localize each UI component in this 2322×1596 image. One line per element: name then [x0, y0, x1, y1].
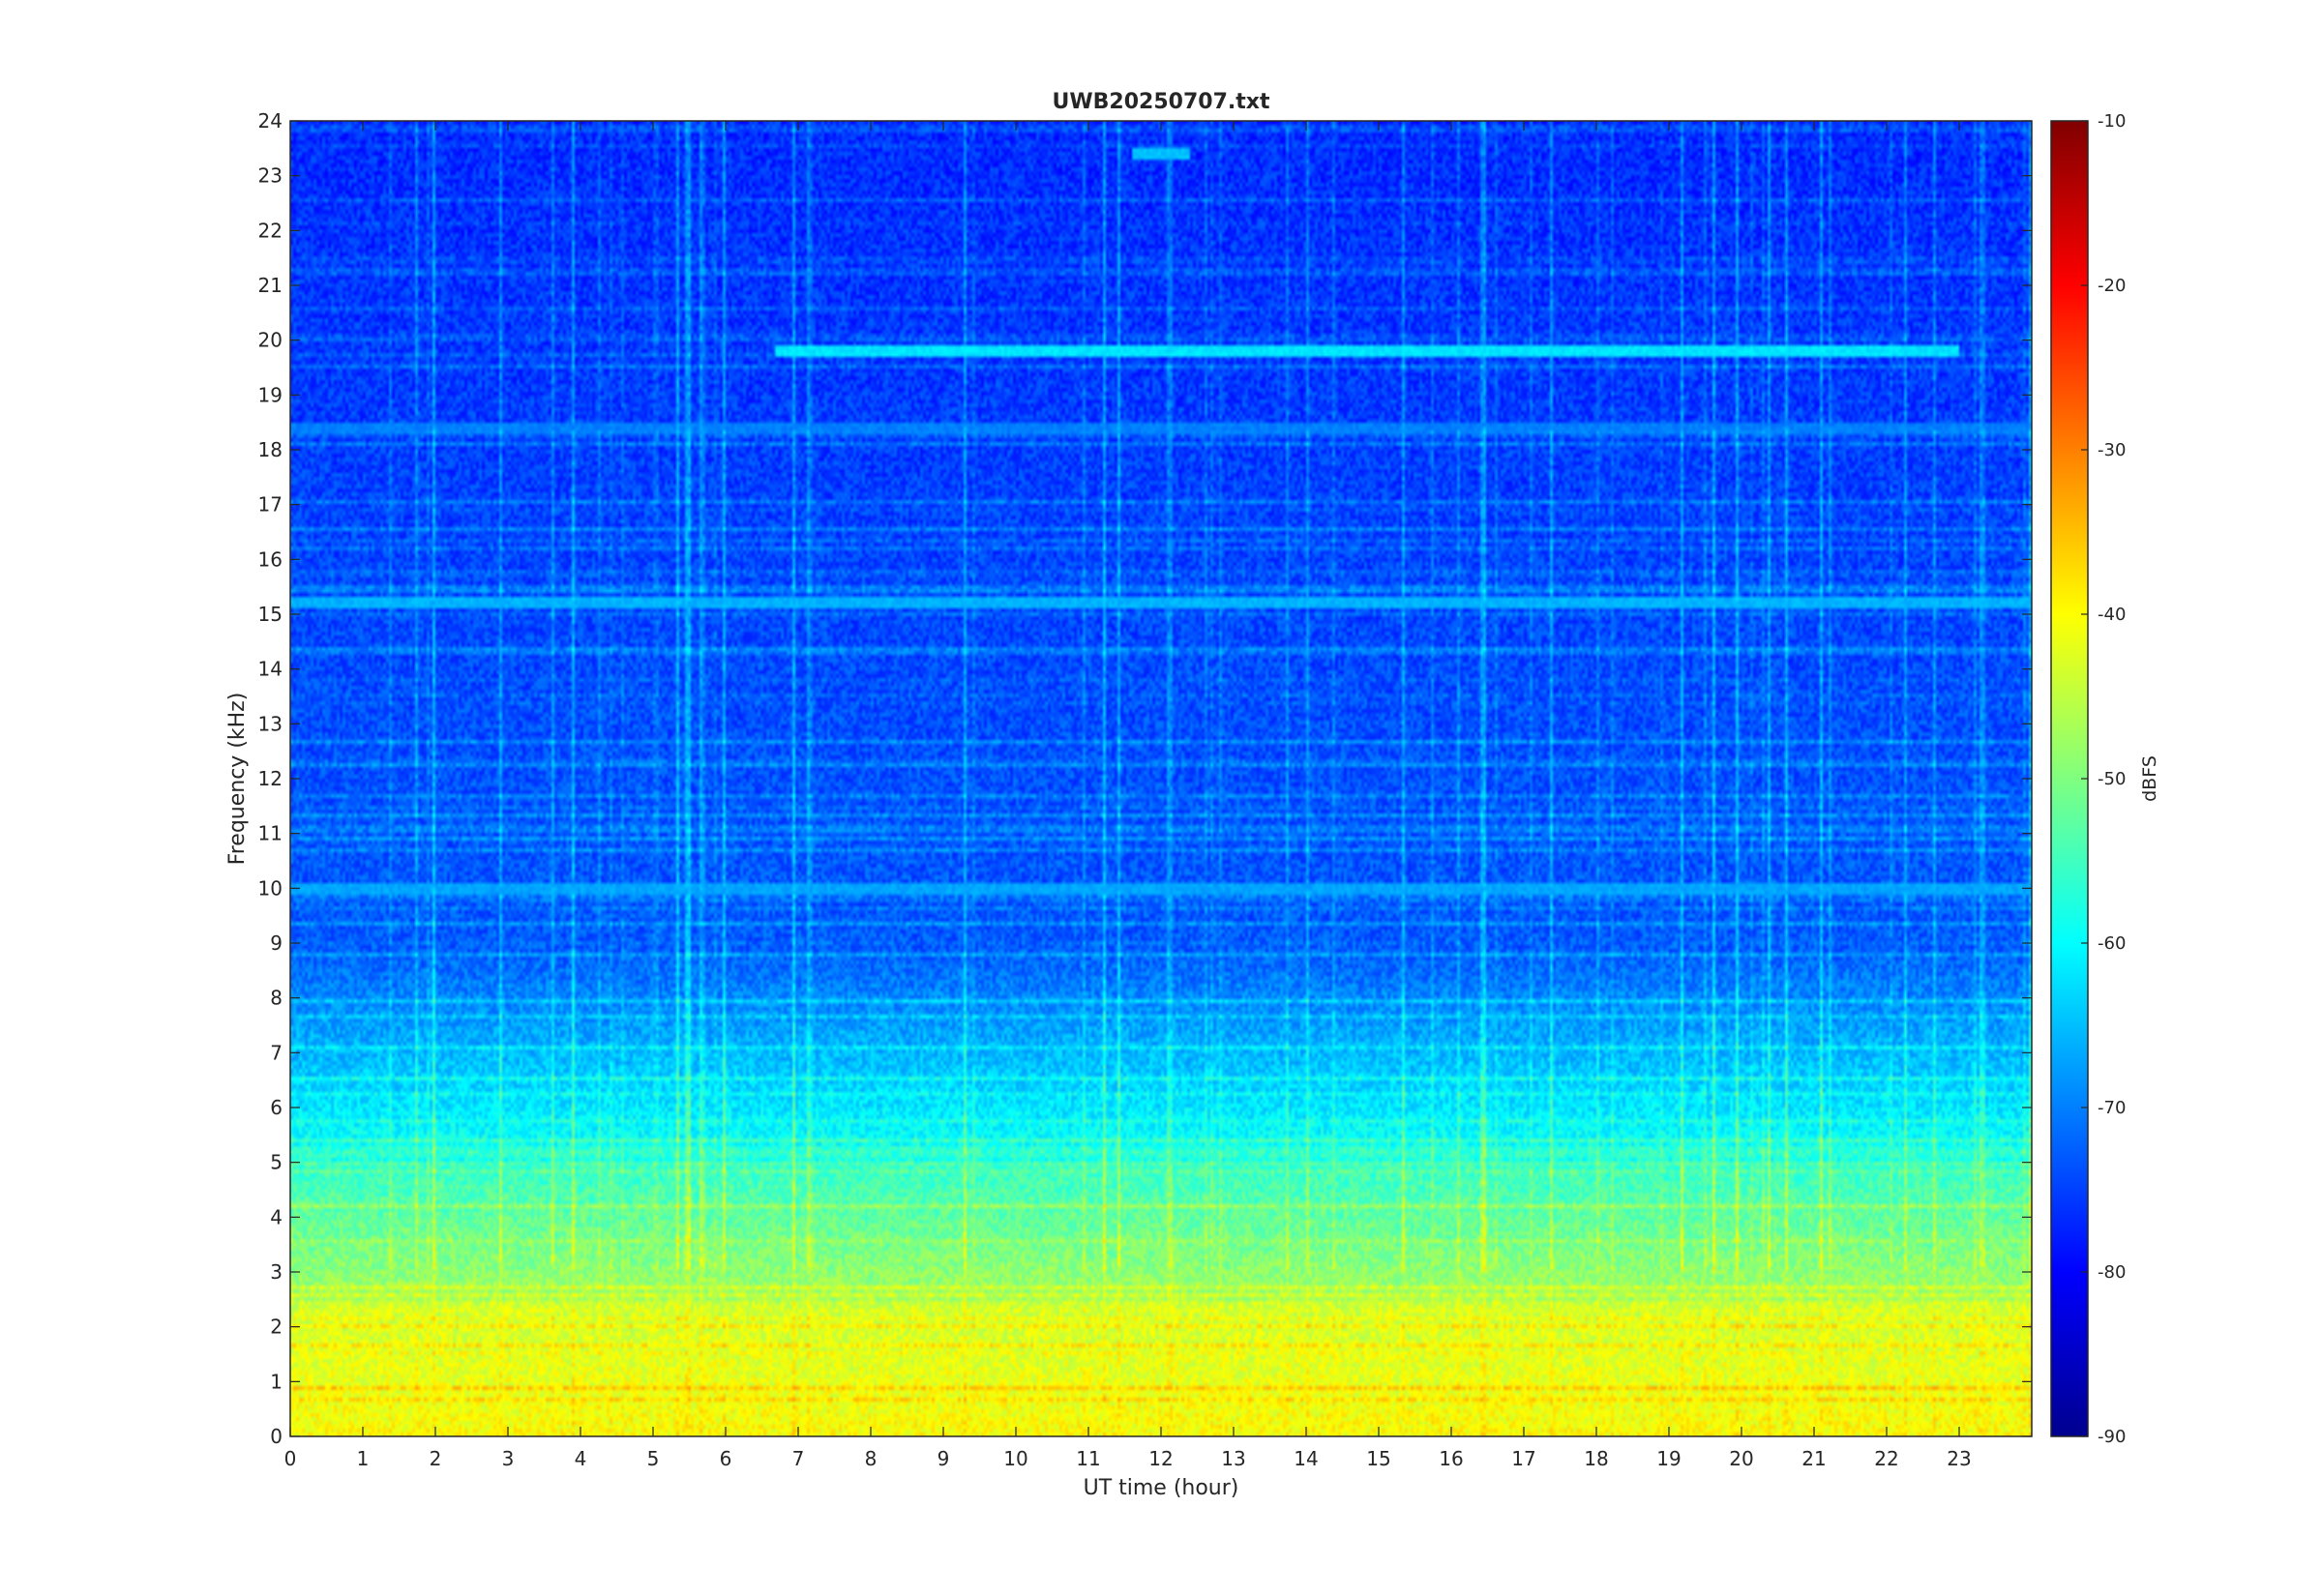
- colorbar-axis: -10 -20 -30 -40 -50 -60 -70 -80 -90: [2081, 111, 2126, 1447]
- x-tick-label: 15: [1366, 1447, 1390, 1470]
- colorbar-label: dBFS: [2139, 755, 2160, 802]
- colorbar-tick-label: -40: [2098, 605, 2126, 625]
- y-tick-label: 19: [258, 383, 283, 406]
- x-tick-label: 13: [1221, 1447, 1245, 1470]
- x-tick-label: 9: [938, 1447, 950, 1470]
- colorbar-tick-label: -60: [2098, 933, 2126, 954]
- y-tick-label: 20: [258, 329, 283, 352]
- x-tick-label: 0: [284, 1447, 297, 1470]
- y-tick-label: 15: [258, 603, 283, 626]
- y-tick-label: 23: [258, 164, 283, 188]
- x-tick-label: 4: [575, 1447, 587, 1470]
- y-tick-label: 12: [258, 767, 283, 790]
- y-tick-label: 2: [270, 1315, 283, 1339]
- y-tick-label: 13: [258, 712, 283, 735]
- y-tick-label: 14: [258, 658, 283, 681]
- x-tick-label: 20: [1729, 1447, 1753, 1470]
- x-tick-label: 1: [357, 1447, 370, 1470]
- colorbar-tick-label: -70: [2098, 1098, 2126, 1118]
- y-tick-label: 3: [270, 1260, 283, 1284]
- y-tick-label: 10: [258, 876, 283, 900]
- y-tick-label: 22: [258, 219, 283, 242]
- y-tick-label: 6: [270, 1096, 283, 1119]
- x-tick-label: 23: [1947, 1447, 1971, 1470]
- colorbar-tick-label: -30: [2098, 440, 2126, 460]
- y-tick-label: 4: [270, 1205, 283, 1228]
- x-tick-label: 17: [1511, 1447, 1535, 1470]
- x-tick-label: 5: [647, 1447, 660, 1470]
- x-tick-label: 8: [865, 1447, 878, 1470]
- x-tick-label: 12: [1148, 1447, 1173, 1470]
- y-tick-label: 16: [258, 547, 283, 571]
- y-tick-label: 9: [270, 931, 283, 955]
- x-tick-label: 3: [502, 1447, 515, 1470]
- y-tick-label: 7: [270, 1041, 283, 1064]
- spectrogram-heatmap: [290, 121, 2032, 1436]
- x-tick-label: 19: [1656, 1447, 1681, 1470]
- colorbar-tick-label: -80: [2098, 1262, 2126, 1283]
- x-tick-label: 22: [1874, 1447, 1898, 1470]
- x-axis-label: UT time (hour): [1084, 1476, 1239, 1500]
- x-tick-label: 6: [720, 1447, 732, 1470]
- y-tick-label: 1: [270, 1370, 283, 1393]
- y-tick-label: 18: [258, 438, 283, 461]
- y-axis-label: Frequency (kHz): [225, 693, 250, 866]
- x-axis: 0 1 2 3 4 5 6 7 8 9 10 11 12 13 14 15 16 17 18 19 20 21 22 23: [284, 121, 1972, 1470]
- colorbar-tick-label: -90: [2098, 1427, 2126, 1447]
- plot-area: [290, 121, 2032, 1436]
- colorbar-tick-label: -10: [2098, 111, 2126, 132]
- chart-title: UWB20250707.txt: [1053, 90, 1270, 114]
- y-tick-label: 5: [270, 1151, 283, 1174]
- y-tick-label: 11: [258, 822, 283, 845]
- y-tick-label: 0: [270, 1425, 283, 1448]
- x-tick-label: 7: [792, 1447, 805, 1470]
- y-tick-label: 8: [270, 987, 283, 1010]
- x-tick-label: 11: [1076, 1447, 1100, 1470]
- x-tick-label: 2: [430, 1447, 442, 1470]
- y-tick-label: 21: [258, 274, 283, 297]
- x-tick-label: 16: [1439, 1447, 1463, 1470]
- x-tick-label: 14: [1294, 1447, 1318, 1470]
- y-tick-label: 17: [258, 493, 283, 517]
- x-tick-label: 18: [1584, 1447, 1608, 1470]
- x-tick-label: 21: [1801, 1447, 1826, 1470]
- x-tick-label: 10: [1003, 1447, 1027, 1470]
- colorbar-tick-label: -50: [2098, 769, 2126, 789]
- colorbar-tick-label: -20: [2098, 276, 2126, 296]
- y-tick-label: 24: [258, 109, 283, 133]
